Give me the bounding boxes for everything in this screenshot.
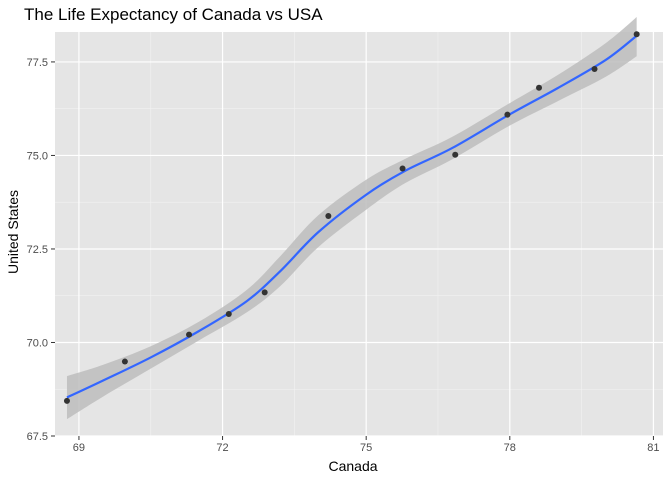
x-axis: 69 72 75 78 81 xyxy=(73,436,660,454)
data-point xyxy=(225,311,232,318)
data-point xyxy=(325,213,332,220)
data-point xyxy=(121,358,128,365)
chart-title: The Life Expectancy of Canada vs USA xyxy=(24,5,323,24)
data-point xyxy=(261,289,268,296)
y-tick-label: 75.0 xyxy=(27,150,48,162)
x-tick-label: 81 xyxy=(647,442,659,454)
major-gridlines xyxy=(55,32,663,437)
data-point xyxy=(452,151,459,158)
minor-gridlines xyxy=(55,32,663,436)
x-tick-label: 72 xyxy=(216,442,228,454)
y-axis: 67.5 70.0 72.5 75.0 77.5 xyxy=(27,57,55,443)
y-tick-label: 72.5 xyxy=(27,244,48,256)
data-point xyxy=(633,31,640,38)
y-axis-title: United States xyxy=(5,190,21,274)
x-tick-label: 69 xyxy=(73,442,85,454)
y-tick-label: 77.5 xyxy=(27,57,48,69)
plot-panel xyxy=(55,32,663,436)
x-axis-title: Canada xyxy=(328,458,377,474)
data-point xyxy=(63,397,70,404)
data-point xyxy=(536,84,543,91)
confidence-band xyxy=(66,17,637,420)
smooth-line xyxy=(66,34,638,399)
data-point xyxy=(504,111,511,118)
x-tick-label: 75 xyxy=(360,442,372,454)
data-point xyxy=(591,66,598,73)
data-point xyxy=(186,331,193,338)
y-tick-label: 70.0 xyxy=(27,337,48,349)
x-tick-label: 78 xyxy=(504,442,516,454)
data-points xyxy=(63,31,640,404)
y-tick-label: 67.5 xyxy=(27,431,48,443)
data-point xyxy=(399,165,406,172)
